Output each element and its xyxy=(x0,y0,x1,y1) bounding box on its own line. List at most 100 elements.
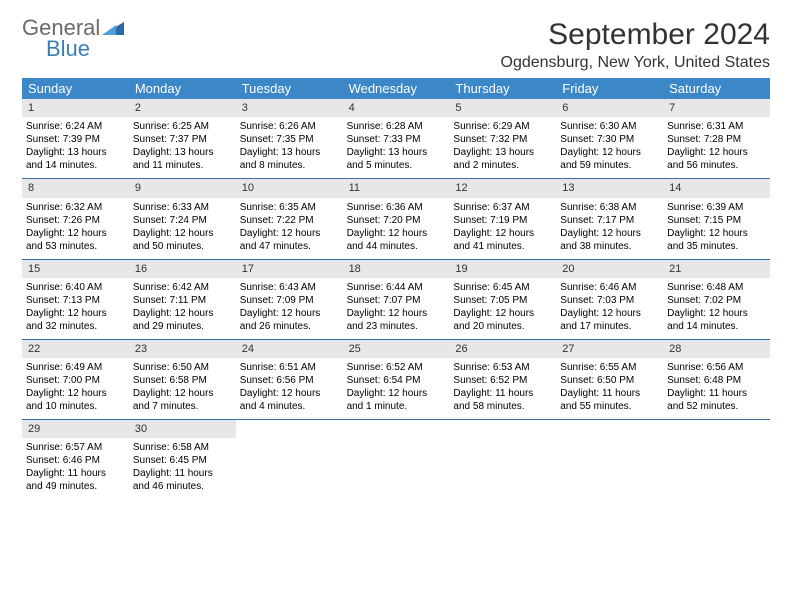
day-header: Monday xyxy=(129,78,236,99)
sunrise-text: Sunrise: 6:50 AM xyxy=(133,361,232,374)
sunrise-text: Sunrise: 6:32 AM xyxy=(26,201,125,214)
day-cell: 10Sunrise: 6:35 AMSunset: 7:22 PMDayligh… xyxy=(236,179,343,258)
sunset-text: Sunset: 7:09 PM xyxy=(240,294,339,307)
day-number: 12 xyxy=(449,179,556,197)
daylight-text: Daylight: 11 hours xyxy=(26,467,125,480)
daylight-text: and 38 minutes. xyxy=(560,240,659,253)
week-row: 8Sunrise: 6:32 AMSunset: 7:26 PMDaylight… xyxy=(22,179,770,259)
daylight-text: Daylight: 12 hours xyxy=(133,227,232,240)
day-header: Saturday xyxy=(663,78,770,99)
sunset-text: Sunset: 7:05 PM xyxy=(453,294,552,307)
day-number: 29 xyxy=(22,420,129,438)
sunrise-text: Sunrise: 6:28 AM xyxy=(347,120,446,133)
daylight-text: and 46 minutes. xyxy=(133,480,232,493)
daylight-text: and 8 minutes. xyxy=(240,159,339,172)
day-number: 21 xyxy=(663,260,770,278)
sunrise-text: Sunrise: 6:44 AM xyxy=(347,281,446,294)
day-number: 15 xyxy=(22,260,129,278)
daylight-text: Daylight: 12 hours xyxy=(667,227,766,240)
sunrise-text: Sunrise: 6:33 AM xyxy=(133,201,232,214)
sunrise-text: Sunrise: 6:38 AM xyxy=(560,201,659,214)
daylight-text: and 52 minutes. xyxy=(667,400,766,413)
day-number: 11 xyxy=(343,179,450,197)
day-number: 10 xyxy=(236,179,343,197)
week-row: 22Sunrise: 6:49 AMSunset: 7:00 PMDayligh… xyxy=(22,340,770,420)
day-number: 18 xyxy=(343,260,450,278)
sunset-text: Sunset: 7:35 PM xyxy=(240,133,339,146)
sunrise-text: Sunrise: 6:24 AM xyxy=(26,120,125,133)
day-header: Tuesday xyxy=(236,78,343,99)
sunrise-text: Sunrise: 6:53 AM xyxy=(453,361,552,374)
daylight-text: Daylight: 13 hours xyxy=(26,146,125,159)
sunset-text: Sunset: 7:02 PM xyxy=(667,294,766,307)
daylight-text: and 14 minutes. xyxy=(667,320,766,333)
day-number: 5 xyxy=(449,99,556,117)
daylight-text: Daylight: 13 hours xyxy=(240,146,339,159)
sunrise-text: Sunrise: 6:45 AM xyxy=(453,281,552,294)
day-cell: 26Sunrise: 6:53 AMSunset: 6:52 PMDayligh… xyxy=(449,340,556,419)
page-title: September 2024 xyxy=(501,18,771,52)
day-cell xyxy=(449,420,556,499)
daylight-text: and 56 minutes. xyxy=(667,159,766,172)
daylight-text: and 2 minutes. xyxy=(453,159,552,172)
day-number: 8 xyxy=(22,179,129,197)
sunrise-text: Sunrise: 6:57 AM xyxy=(26,441,125,454)
daylight-text: Daylight: 13 hours xyxy=(133,146,232,159)
day-number: 6 xyxy=(556,99,663,117)
day-cell: 4Sunrise: 6:28 AMSunset: 7:33 PMDaylight… xyxy=(343,99,450,178)
day-cell xyxy=(663,420,770,499)
day-number: 9 xyxy=(129,179,236,197)
day-cell: 18 Sunrise: 6:44 AMSunset: 7:07 PMDayligh… xyxy=(343,260,450,339)
daylight-text: Daylight: 11 hours xyxy=(133,467,232,480)
sunrise-text: Sunrise: 6:37 AM xyxy=(453,201,552,214)
day-cell xyxy=(556,420,663,499)
sunrise-text: Sunrise: 6:36 AM xyxy=(347,201,446,214)
daylight-text: and 23 minutes. xyxy=(347,320,446,333)
daylight-text: Daylight: 12 hours xyxy=(240,307,339,320)
day-cell: 2Sunrise: 6:25 AMSunset: 7:37 PMDaylight… xyxy=(129,99,236,178)
day-header: Thursday xyxy=(449,78,556,99)
daylight-text: Daylight: 11 hours xyxy=(560,387,659,400)
daylight-text: Daylight: 13 hours xyxy=(347,146,446,159)
sunset-text: Sunset: 6:46 PM xyxy=(26,454,125,467)
daylight-text: Daylight: 12 hours xyxy=(667,146,766,159)
day-number: 25 xyxy=(343,340,450,358)
sunset-text: Sunset: 7:15 PM xyxy=(667,214,766,227)
day-cell: 21Sunrise: 6:48 AMSunset: 7:02 PMDayligh… xyxy=(663,260,770,339)
daylight-text: Daylight: 12 hours xyxy=(240,227,339,240)
daylight-text: Daylight: 11 hours xyxy=(667,387,766,400)
day-number: 4 xyxy=(343,99,450,117)
sunrise-text: Sunrise: 6:30 AM xyxy=(560,120,659,133)
sunset-text: Sunset: 7:20 PM xyxy=(347,214,446,227)
day-cell: 11 Sunrise: 6:36 AMSunset: 7:20 PMDayligh… xyxy=(343,179,450,258)
daylight-text: and 14 minutes. xyxy=(26,159,125,172)
day-number: 3 xyxy=(236,99,343,117)
day-cell: 15Sunrise: 6:40 AMSunset: 7:13 PMDayligh… xyxy=(22,260,129,339)
day-number: 13 xyxy=(556,179,663,197)
daylight-text: Daylight: 11 hours xyxy=(453,387,552,400)
sunrise-text: Sunrise: 6:52 AM xyxy=(347,361,446,374)
daylight-text: Daylight: 12 hours xyxy=(453,307,552,320)
daylight-text: Daylight: 12 hours xyxy=(347,387,446,400)
daylight-text: and 58 minutes. xyxy=(453,400,552,413)
daylight-text: Daylight: 12 hours xyxy=(133,387,232,400)
day-cell: 12Sunrise: 6:37 AMSunset: 7:19 PMDayligh… xyxy=(449,179,556,258)
daylight-text: and 44 minutes. xyxy=(347,240,446,253)
day-cell: 16Sunrise: 6:42 AMSunset: 7:11 PMDayligh… xyxy=(129,260,236,339)
calendar: Sunday Monday Tuesday Wednesday Thursday… xyxy=(22,78,770,499)
day-number: 2 xyxy=(129,99,236,117)
daylight-text: Daylight: 12 hours xyxy=(347,227,446,240)
logo-word2: Blue xyxy=(46,39,124,60)
daylight-text: and 29 minutes. xyxy=(133,320,232,333)
sunset-text: Sunset: 7:07 PM xyxy=(347,294,446,307)
day-number: 28 xyxy=(663,340,770,358)
sunrise-text: Sunrise: 6:31 AM xyxy=(667,120,766,133)
daylight-text: and 50 minutes. xyxy=(133,240,232,253)
header: General Blue September 2024 Ogdensburg, … xyxy=(22,18,770,72)
daylight-text: and 32 minutes. xyxy=(26,320,125,333)
sunset-text: Sunset: 6:48 PM xyxy=(667,374,766,387)
day-number: 24 xyxy=(236,340,343,358)
week-row: 1Sunrise: 6:24 AMSunset: 7:39 PMDaylight… xyxy=(22,99,770,179)
daylight-text: Daylight: 12 hours xyxy=(347,307,446,320)
daylight-text: Daylight: 12 hours xyxy=(667,307,766,320)
